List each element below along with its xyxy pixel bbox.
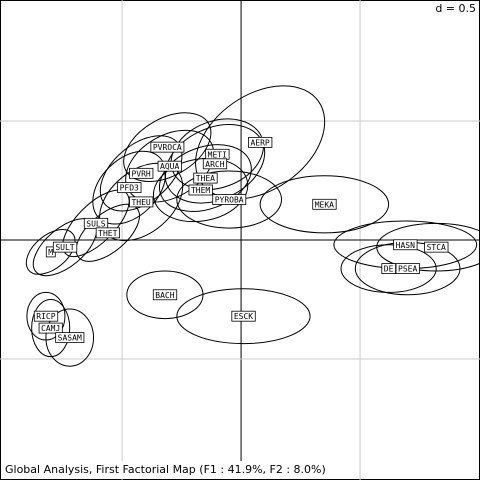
label-box [117,182,142,194]
group-label: PFD3 [120,184,139,193]
group-label: MEKA [315,200,334,209]
caption-box [1,461,349,479]
group-label: THEA [196,174,215,183]
labels: AERP PVROCA METI AQUA ARCH PVRH THEA PFD3 THEM TH… [33,136,449,344]
label-box [157,160,182,172]
label-box [129,196,154,208]
label-box [188,184,213,196]
group-label: SASAM [58,334,82,343]
label-box [150,141,185,153]
ellipse [176,288,311,345]
group-label: THEU [131,198,150,207]
ellipse [31,299,71,358]
label-box [129,167,154,179]
label-box [231,310,256,322]
group-label: AERP [250,138,269,147]
ellipse [152,157,249,223]
group-label: HASN [396,241,415,250]
scale-label: d = 0.5 [435,2,476,15]
label-box [95,227,121,239]
label-box [248,136,273,148]
group-label: RICP [36,312,55,321]
group-label: BACH [155,291,174,300]
label-box [193,172,218,184]
label-box [312,198,337,210]
group-label: AQUA [160,162,179,171]
group-label: DE [384,265,394,274]
label-box [212,194,247,205]
label-box [424,241,449,253]
group-label: ESCK [234,312,253,321]
group-label: THEM [191,186,210,195]
ellipse [259,175,390,234]
ellipse [92,150,167,225]
ellipse [25,229,76,275]
group-label: STCA [427,243,446,252]
ellipse [123,112,212,182]
group-label: SULT [55,243,74,252]
group-label: PYROBA [215,196,244,205]
ellipse [176,170,283,229]
label-box [393,239,418,251]
label-box [38,322,63,334]
group-label: M [48,248,53,257]
caption: Global Analysis, First Factorial Map (F1… [5,463,326,476]
label-box [55,332,85,344]
label-box [52,241,78,253]
group-label: THET [98,229,117,238]
group-label: PVROCA [153,143,182,152]
scale-box [428,1,479,17]
group-label: METI [208,150,227,159]
group-label: ARCH [205,160,224,169]
label-box [395,263,420,274]
label-box [381,263,397,274]
ellipse [340,244,437,293]
label-box [152,289,178,301]
group-label: PVRH [131,169,150,178]
group-label: PSEA [398,265,417,274]
ellipse [45,308,95,367]
label-box [202,158,228,170]
group-label: SULS [86,219,105,228]
group-label: CAMJ [41,324,60,333]
ellipse [158,144,252,212]
label-box [33,310,59,322]
